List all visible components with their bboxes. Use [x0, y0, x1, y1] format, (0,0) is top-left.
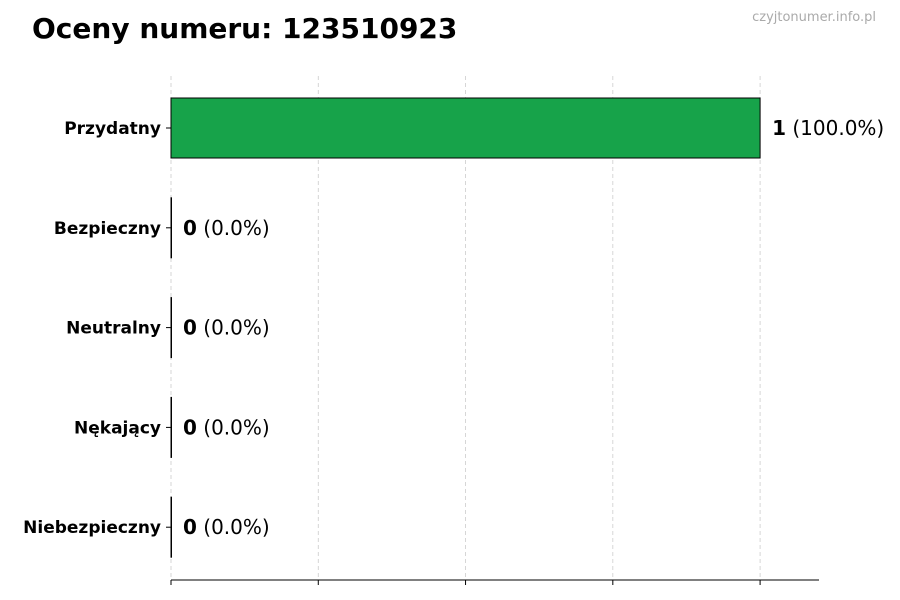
- watermark: czyjtonumer.info.pl: [752, 10, 876, 25]
- data-label-percent: (0.0%): [197, 415, 270, 439]
- data-label-count: 0: [183, 316, 197, 340]
- data-label: 0 (0.0%): [183, 216, 270, 240]
- data-label-percent: (0.0%): [197, 515, 270, 539]
- bar: [170, 396, 172, 458]
- bar: [170, 297, 172, 359]
- data-label: 0 (0.0%): [183, 415, 270, 439]
- data-label-percent: (0.0%): [197, 316, 270, 340]
- data-label-count: 0: [183, 216, 197, 240]
- category-label: Neutralny: [66, 319, 161, 339]
- chart-title: Oceny numeru: 123510923: [32, 12, 458, 45]
- bar: [170, 496, 172, 558]
- data-label-count: 1: [772, 116, 786, 140]
- category-label: Nękający: [74, 418, 161, 438]
- data-label: 0 (0.0%): [183, 515, 270, 539]
- data-label-percent: (100.0%): [786, 116, 884, 140]
- category-label: Przydatny: [64, 119, 161, 139]
- data-label-percent: (0.0%): [197, 216, 270, 240]
- data-label: 1 (100.0%): [772, 116, 884, 140]
- data-label-count: 0: [183, 515, 197, 539]
- data-label: 0 (0.0%): [183, 316, 270, 340]
- data-label-count: 0: [183, 415, 197, 439]
- category-label: Bezpieczny: [54, 219, 161, 239]
- bar: [170, 197, 172, 259]
- category-label: Niebezpieczny: [23, 518, 161, 538]
- bar: [170, 97, 761, 159]
